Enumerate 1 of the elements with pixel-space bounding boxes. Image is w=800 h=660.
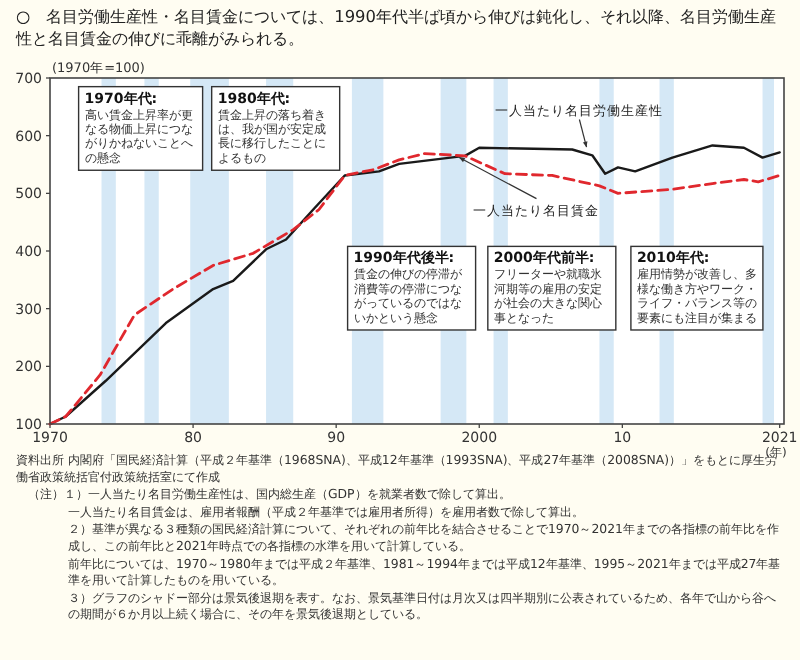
chart-title: ○ 名目労働生産性・名目賃金については、1990年代半ば頃から伸びは鈍化し、それ以降、名目労働生産性と名目賃金の伸びに乖離がみられる。 [14,6,776,48]
